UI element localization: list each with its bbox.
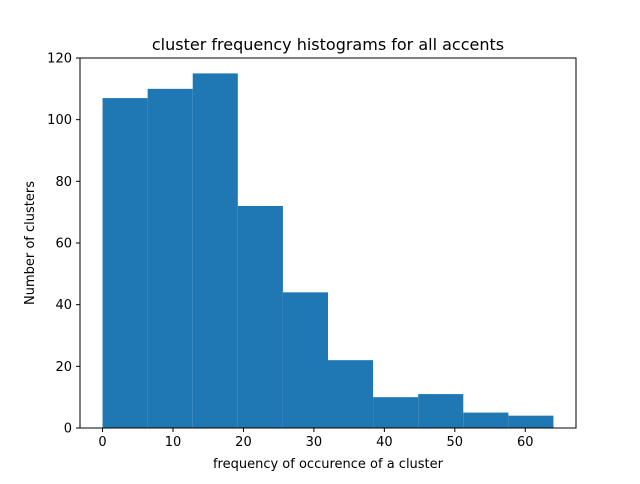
y-tick-label: 40 <box>55 298 72 313</box>
x-tick-label: 40 <box>376 435 393 450</box>
y-tick-label: 100 <box>47 113 72 128</box>
histogram-bar <box>282 292 328 428</box>
y-tick-label: 0 <box>64 422 72 437</box>
histogram-bar <box>102 98 148 428</box>
histogram-bar <box>463 412 509 428</box>
chart-title: cluster frequency histograms for all acc… <box>152 35 504 54</box>
histogram-bar <box>328 360 374 428</box>
histogram-bar <box>508 415 554 428</box>
y-axis-ticks: 0 20 40 60 80 100 120 <box>47 52 80 437</box>
y-tick-label: 20 <box>55 360 72 375</box>
x-tick-label: 50 <box>447 435 464 450</box>
x-tick-label: 20 <box>235 435 252 450</box>
histogram-bar <box>147 88 193 428</box>
x-axis-ticks: 0 10 20 30 40 50 60 <box>98 428 534 450</box>
x-tick-label: 10 <box>165 435 182 450</box>
histogram-bar <box>192 73 238 429</box>
histogram-bar <box>418 394 464 428</box>
y-axis-label: Number of clusters <box>23 181 38 305</box>
histogram-bars <box>102 73 554 429</box>
histogram-bar <box>373 397 419 428</box>
y-tick-label: 80 <box>55 175 72 190</box>
x-tick-label: 0 <box>98 435 106 450</box>
x-tick-label: 30 <box>306 435 323 450</box>
y-tick-label: 120 <box>47 52 72 67</box>
x-axis-label: frequency of occurence of a cluster <box>213 457 444 472</box>
x-tick-label: 60 <box>517 435 534 450</box>
y-tick-label: 60 <box>55 237 72 252</box>
histogram-bar <box>237 206 283 428</box>
